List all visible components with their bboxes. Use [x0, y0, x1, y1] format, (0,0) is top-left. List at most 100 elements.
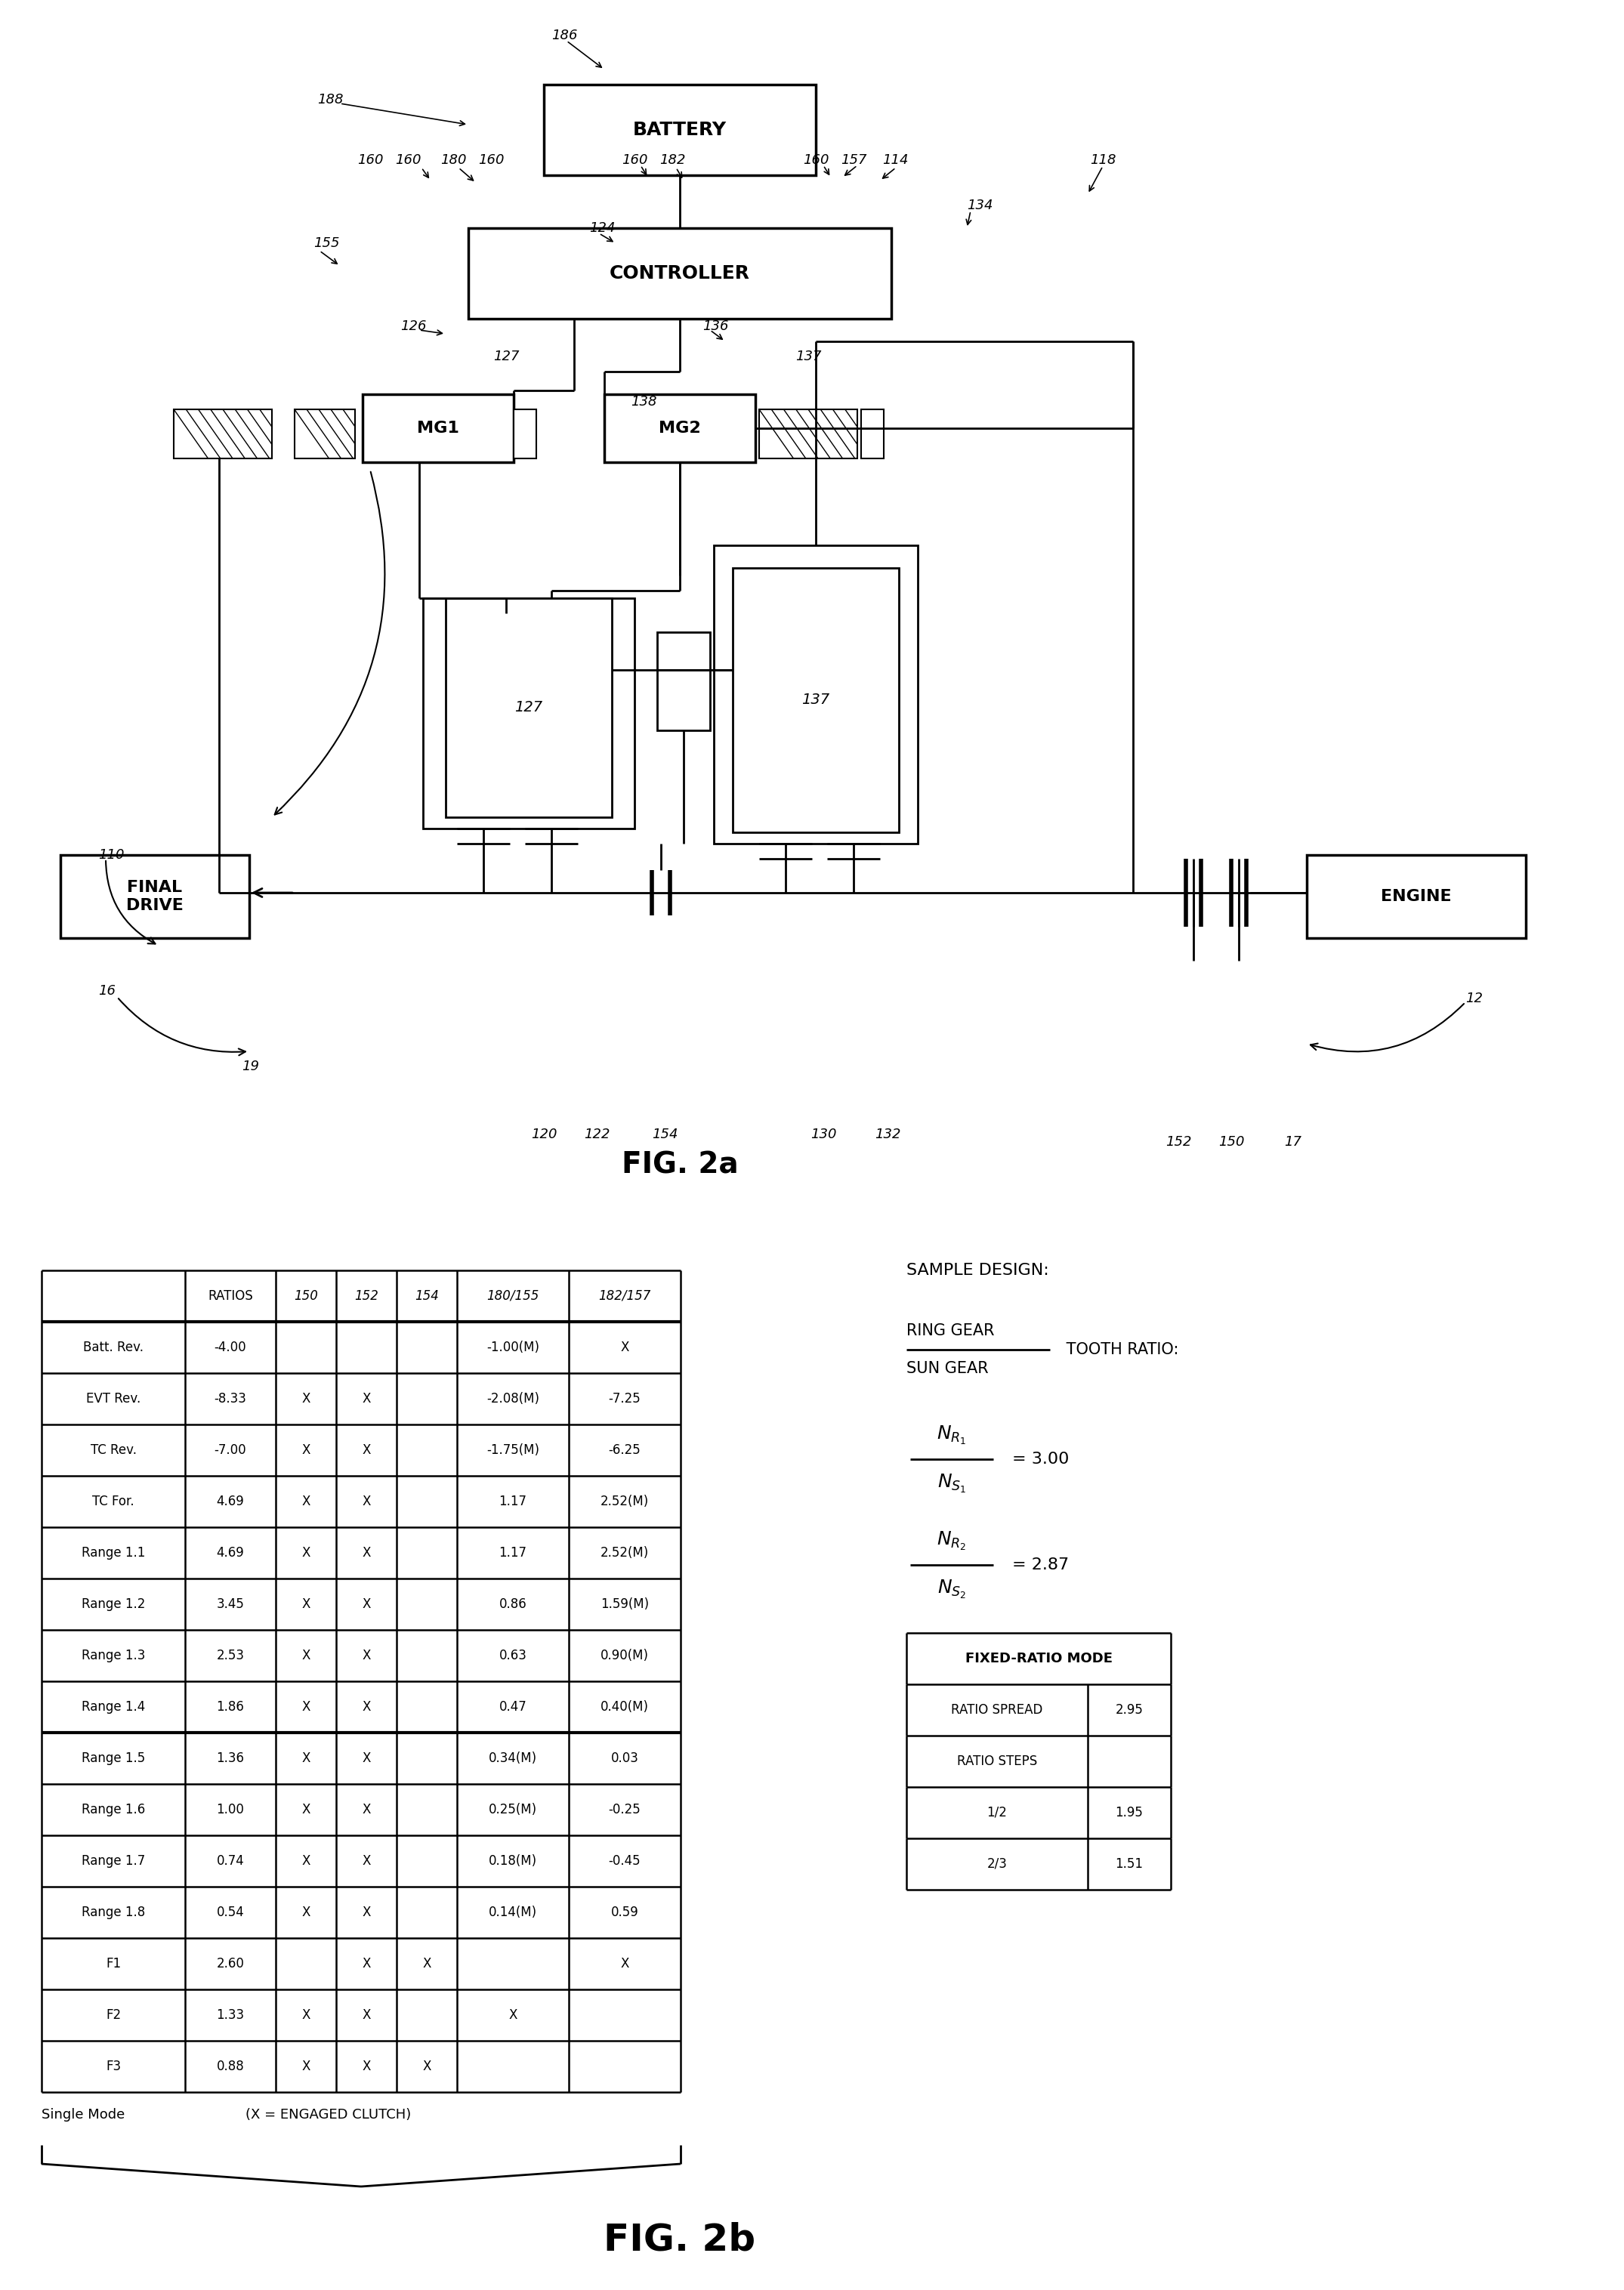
- Text: 160: 160: [357, 153, 383, 167]
- Bar: [732, 568, 898, 831]
- Text: 0.34(M): 0.34(M): [489, 1752, 538, 1766]
- Text: 19: 19: [242, 1060, 260, 1074]
- Text: X: X: [362, 1752, 370, 1766]
- Text: Range 1.5: Range 1.5: [81, 1752, 145, 1766]
- Text: 124: 124: [590, 222, 615, 236]
- Bar: [1307, 854, 1527, 939]
- Text: 122: 122: [583, 1127, 609, 1140]
- Text: FIG. 2b: FIG. 2b: [604, 2221, 755, 2258]
- Text: 3.45: 3.45: [216, 1598, 244, 1610]
- Text: -1.75(M): -1.75(M): [487, 1443, 539, 1456]
- Text: (X = ENGAGED CLUTCH): (X = ENGAGED CLUTCH): [245, 2109, 411, 2121]
- Text: X: X: [362, 1905, 370, 1919]
- Text: 132: 132: [874, 1127, 901, 1140]
- Text: Batt. Rev.: Batt. Rev.: [83, 1340, 143, 1353]
- Text: TC Rev.: TC Rev.: [91, 1443, 136, 1456]
- Text: 1.00: 1.00: [216, 1802, 244, 1816]
- Text: 1.86: 1.86: [216, 1699, 244, 1713]
- Text: 0.54: 0.54: [216, 1905, 244, 1919]
- Text: 0.86: 0.86: [499, 1598, 526, 1610]
- Bar: [604, 394, 755, 463]
- Text: -7.00: -7.00: [214, 1443, 247, 1456]
- Text: X: X: [302, 1546, 310, 1559]
- Text: -8.33: -8.33: [214, 1392, 247, 1406]
- Bar: [513, 410, 536, 458]
- Text: F1: F1: [106, 1958, 120, 1969]
- Text: 152: 152: [354, 1289, 378, 1303]
- Text: 137: 137: [796, 350, 822, 364]
- Text: RING GEAR: RING GEAR: [906, 1324, 994, 1337]
- Bar: [294, 410, 356, 458]
- Text: 0.59: 0.59: [611, 1905, 638, 1919]
- Text: Range 1.7: Range 1.7: [81, 1855, 145, 1869]
- Text: Single Mode: Single Mode: [42, 2109, 125, 2121]
- Text: X: X: [362, 1699, 370, 1713]
- Text: X: X: [362, 1598, 370, 1610]
- Text: 1.51: 1.51: [1116, 1857, 1143, 1871]
- Text: 1.59(M): 1.59(M): [601, 1598, 650, 1610]
- Text: SUN GEAR: SUN GEAR: [906, 1360, 989, 1376]
- Text: 0.40(M): 0.40(M): [601, 1699, 650, 1713]
- Text: 0.74: 0.74: [216, 1855, 244, 1869]
- Text: MG2: MG2: [659, 421, 702, 435]
- Text: 182/157: 182/157: [599, 1289, 651, 1303]
- Text: TC For.: TC For.: [93, 1495, 135, 1509]
- Text: $N_{S_1}$: $N_{S_1}$: [937, 1472, 966, 1495]
- Text: 154: 154: [651, 1127, 677, 1140]
- Text: X: X: [362, 1958, 370, 1969]
- Text: 0.18(M): 0.18(M): [489, 1855, 538, 1869]
- Text: 0.25(M): 0.25(M): [489, 1802, 538, 1816]
- Text: FIG. 2a: FIG. 2a: [622, 1150, 739, 1179]
- Text: -0.45: -0.45: [609, 1855, 641, 1869]
- Bar: [658, 632, 710, 731]
- Text: 4.69: 4.69: [216, 1546, 244, 1559]
- Text: X: X: [362, 1546, 370, 1559]
- Text: -2.08(M): -2.08(M): [487, 1392, 539, 1406]
- Text: X: X: [362, 1443, 370, 1456]
- Text: = 3.00: = 3.00: [1012, 1452, 1069, 1468]
- Text: X: X: [362, 1392, 370, 1406]
- Text: X: X: [508, 2008, 516, 2022]
- Text: Range 1.4: Range 1.4: [81, 1699, 145, 1713]
- Text: TOOTH RATIO:: TOOTH RATIO:: [1060, 1342, 1179, 1358]
- Text: 155: 155: [313, 236, 339, 250]
- Text: Range 1.1: Range 1.1: [81, 1546, 145, 1559]
- Text: X: X: [302, 1802, 310, 1816]
- Text: 0.88: 0.88: [216, 2059, 244, 2072]
- Text: 1.36: 1.36: [216, 1752, 244, 1766]
- Text: BATTERY: BATTERY: [633, 121, 726, 140]
- Text: X: X: [302, 1699, 310, 1713]
- Bar: [544, 85, 815, 176]
- Text: X: X: [302, 1443, 310, 1456]
- Text: X: X: [302, 2008, 310, 2022]
- Text: 134: 134: [966, 199, 992, 213]
- Bar: [861, 410, 883, 458]
- Text: 160: 160: [477, 153, 503, 167]
- Text: RATIO STEPS: RATIO STEPS: [957, 1754, 1038, 1768]
- Text: X: X: [362, 1495, 370, 1509]
- Text: 2/3: 2/3: [987, 1857, 1007, 1871]
- Text: 1/2: 1/2: [987, 1807, 1007, 1821]
- Text: CONTROLLER: CONTROLLER: [609, 263, 750, 282]
- Text: 1.17: 1.17: [499, 1495, 526, 1509]
- Bar: [715, 545, 918, 843]
- Text: 0.03: 0.03: [611, 1752, 638, 1766]
- Text: Range 1.8: Range 1.8: [81, 1905, 145, 1919]
- Text: 4.69: 4.69: [216, 1495, 244, 1509]
- Text: $N_{R_2}$: $N_{R_2}$: [937, 1530, 966, 1553]
- Text: RATIO SPREAD: RATIO SPREAD: [952, 1704, 1043, 1718]
- Text: 2.95: 2.95: [1116, 1704, 1143, 1718]
- Text: 17: 17: [1285, 1136, 1301, 1150]
- Text: -1.00(M): -1.00(M): [487, 1340, 539, 1353]
- Text: 16: 16: [97, 985, 115, 998]
- Text: 126: 126: [401, 321, 427, 332]
- Text: 2.52(M): 2.52(M): [601, 1495, 650, 1509]
- Text: X: X: [302, 1495, 310, 1509]
- Text: FINAL
DRIVE: FINAL DRIVE: [127, 879, 184, 914]
- Text: 114: 114: [882, 153, 908, 167]
- Text: 152: 152: [1166, 1136, 1192, 1150]
- Bar: [362, 394, 513, 463]
- Text: Range 1.2: Range 1.2: [81, 1598, 145, 1610]
- Text: 180: 180: [440, 153, 466, 167]
- Text: X: X: [302, 1855, 310, 1869]
